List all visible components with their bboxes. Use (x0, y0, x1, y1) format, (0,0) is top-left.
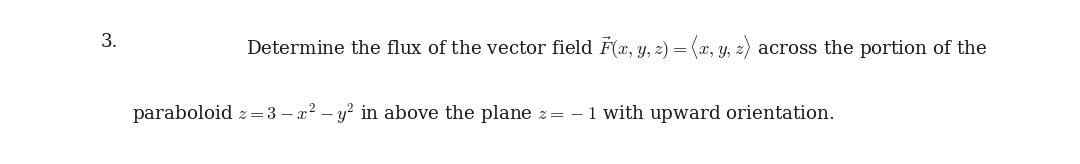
Text: 3.: 3. (100, 33, 118, 51)
Text: Determine the flux of the vector field $\vec{F}(x, y, z) = \langle x, y, z \rang: Determine the flux of the vector field $… (246, 33, 987, 61)
Text: paraboloid $z = 3 - x^2 - y^2$ in above the plane $z = -1$ with upward orientati: paraboloid $z = 3 - x^2 - y^2$ in above … (132, 102, 835, 126)
